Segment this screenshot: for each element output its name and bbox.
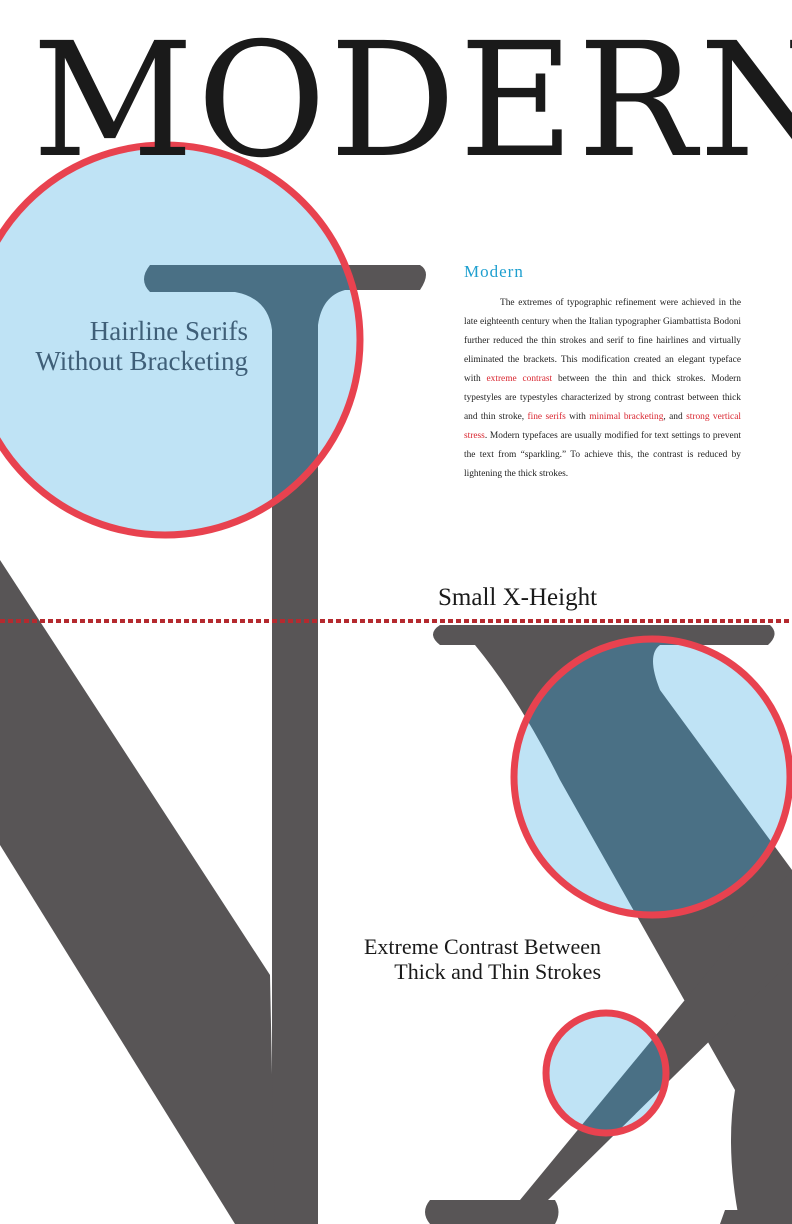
highlight-strong-vertical-stress: strong vertical stress <box>464 412 741 441</box>
highlight-minimal-bracketing: minimal bracketing <box>589 412 664 422</box>
highlight-fine-serifs: fine serifs <box>527 412 566 422</box>
article-text-4: , and <box>663 412 687 422</box>
article-text-5: . Modern typefaces are usually modified … <box>464 431 741 479</box>
highlight-circle-hairline <box>0 145 360 535</box>
circle-outlines <box>0 141 792 1137</box>
callout-contrast-line2: Thick and Thin Strokes <box>394 959 601 984</box>
letterform-n <box>0 560 275 1224</box>
article-body: The extremes of typographic refinement w… <box>464 294 741 484</box>
highlight-extreme-contrast: extreme contrast <box>486 374 553 384</box>
callout-x-height: Small X-Height <box>438 584 598 611</box>
callout-extreme-contrast: Extreme Contrast Between Thick and Thin … <box>364 934 601 984</box>
article-heading: Modern <box>464 262 524 281</box>
callout-contrast-line1: Extreme Contrast Between <box>363 934 601 959</box>
article-text-1: The extremes of typographic refinement w… <box>464 298 741 384</box>
article-text-3: with <box>565 412 590 422</box>
article-text-2: between the thin and thick strokes. Mode… <box>464 374 741 422</box>
page-title: MODERN <box>32 9 792 193</box>
callout-hairline-line1: Hairline Serifs <box>89 316 248 346</box>
callout-hairline-line2: Without Bracketing <box>35 346 248 376</box>
article: Modern The extremes of typographic refin… <box>464 262 741 484</box>
callout-hairline-serifs: Hairline Serifs Without Bracketing <box>35 316 248 376</box>
